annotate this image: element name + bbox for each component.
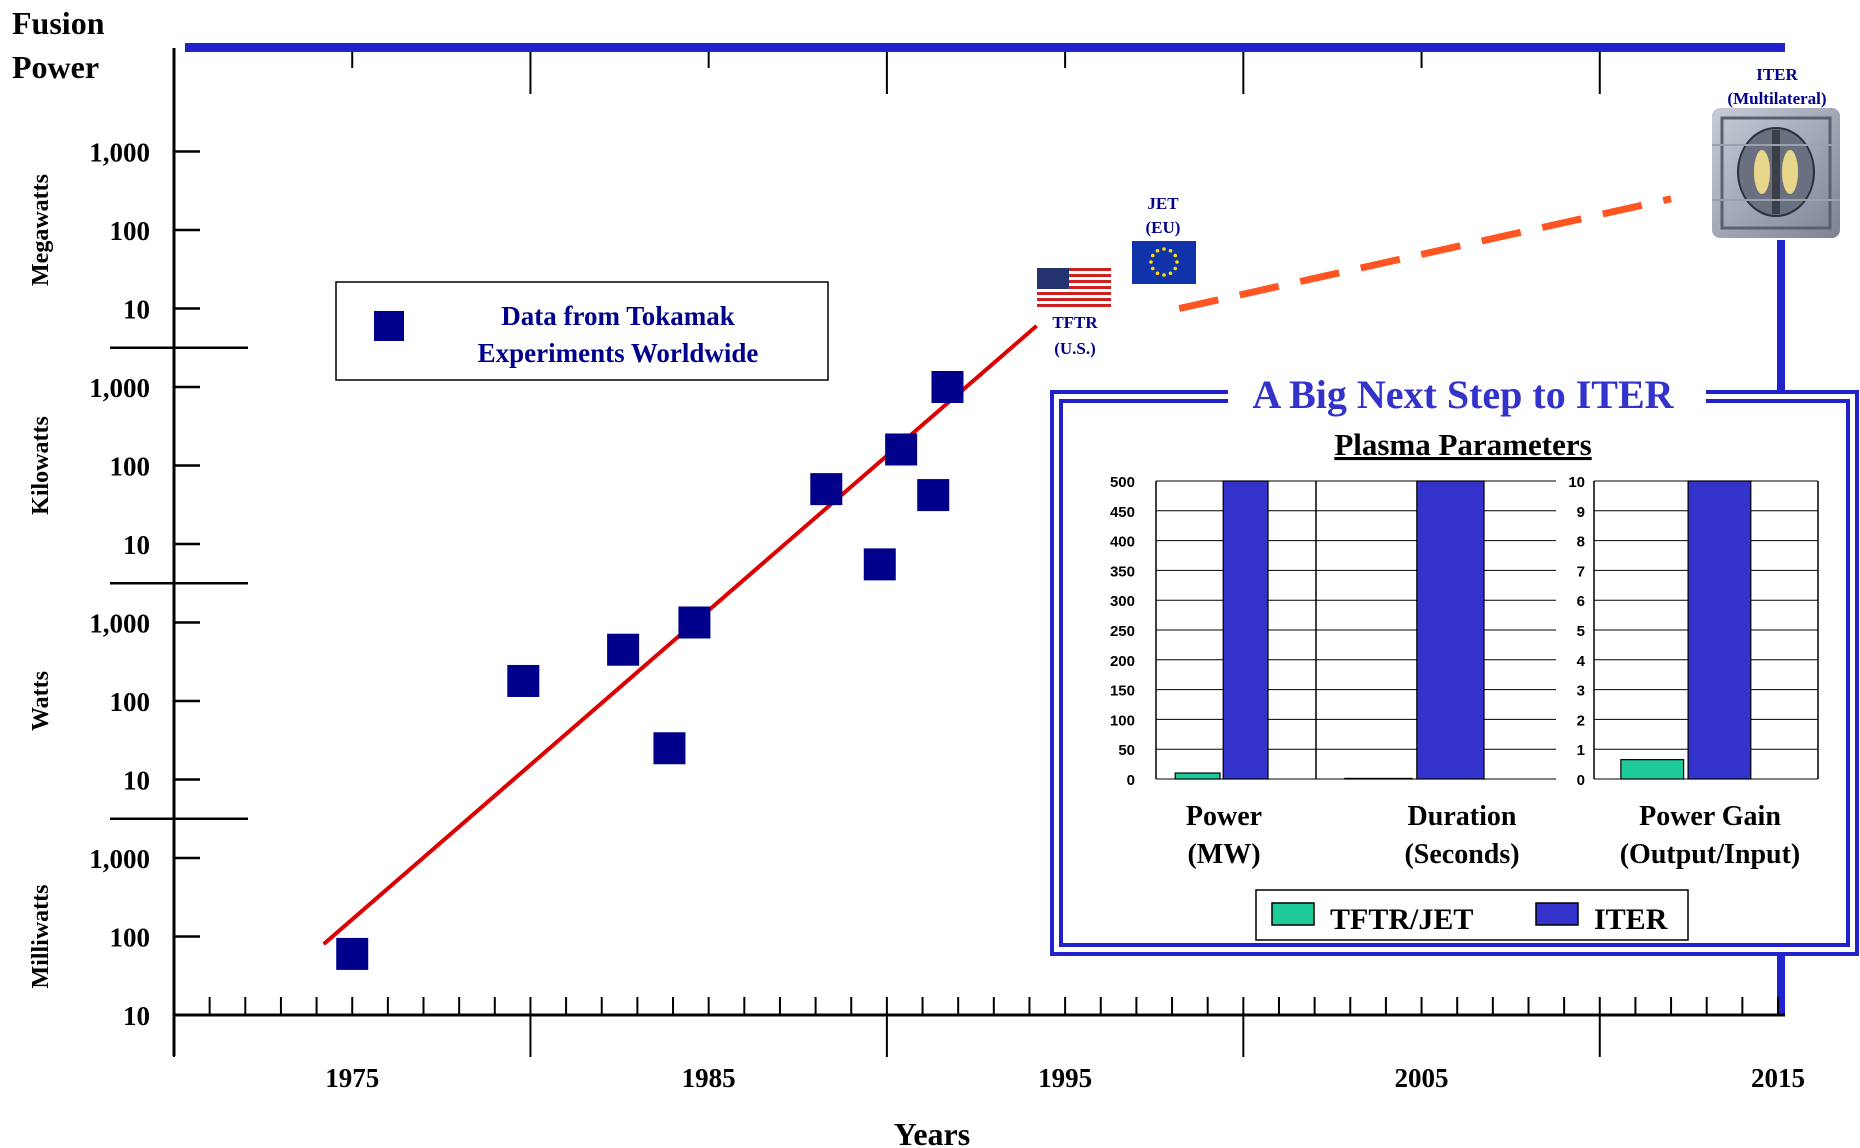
y-tick-label: 10 xyxy=(123,766,150,796)
x-axis-ticks: 1975 1985 1995 2005 2015 xyxy=(173,997,1805,1093)
panel-tick-label: 10 xyxy=(1568,474,1585,491)
y-group-label: Kilowatts xyxy=(28,416,54,515)
y-group-label: Megawatts xyxy=(28,174,54,286)
panel-tick-label: 3 xyxy=(1577,683,1585,700)
x-tick-label: 2015 xyxy=(1751,1063,1805,1093)
panel-tick-label: 200 xyxy=(1110,653,1135,670)
inset-title: A Big Next Step to ITER xyxy=(1252,372,1674,417)
y-tick-label: 100 xyxy=(110,452,151,482)
bar-iter xyxy=(1222,480,1269,780)
x-axis-title: Years xyxy=(894,1116,970,1148)
panel-power-label1: Power xyxy=(1186,801,1262,832)
bar-iter xyxy=(1416,480,1485,780)
legend-marker xyxy=(374,311,404,341)
legend-tftr-jet-swatch xyxy=(1271,902,1315,926)
panel-tick-label: 500 xyxy=(1110,474,1135,491)
data-point xyxy=(678,606,711,639)
projection-dashed-line xyxy=(1178,195,1672,312)
panel-tick-label: 150 xyxy=(1110,683,1135,700)
legend-tftr-jet-label: TFTR/JET xyxy=(1330,903,1473,936)
panel-tick-label: 7 xyxy=(1577,563,1585,580)
y-axis-ticks: 1,000 100 10 1,000 100 10 1,000 100 10 1,000 100 10 xyxy=(89,138,248,1031)
panel-tick-label: 0 xyxy=(1127,772,1135,789)
inset-legend-box xyxy=(1255,889,1689,941)
eu-flag-icon xyxy=(1132,241,1196,284)
data-point xyxy=(931,371,964,403)
y-group-label: Milliwatts xyxy=(28,885,54,989)
y-group-label: Watts xyxy=(28,671,54,731)
y-tick-label: 1,000 xyxy=(89,138,150,168)
data-point xyxy=(607,633,640,666)
panel-tick-label: 250 xyxy=(1110,623,1135,640)
x-tick-label: 1995 xyxy=(1038,1063,1092,1093)
y-tick-label: 100 xyxy=(110,687,151,717)
y-tick-label: 10 xyxy=(123,530,150,560)
data-point xyxy=(885,433,918,466)
panel-tick-label: 50 xyxy=(1118,742,1135,759)
panel-tick-label: 2 xyxy=(1577,712,1585,729)
data-point xyxy=(810,473,843,506)
bar-tftr-jet xyxy=(1344,777,1413,780)
panel-duration-label1: Duration xyxy=(1408,801,1517,832)
legend-iter-label: ITER xyxy=(1594,903,1668,936)
data-point xyxy=(653,732,686,765)
panel-duration-label2: (Seconds) xyxy=(1404,839,1519,870)
iter-label: ITER xyxy=(1756,65,1798,84)
panel-gain-label1: Power Gain xyxy=(1639,801,1781,832)
y-tick-label: 1,000 xyxy=(89,609,150,639)
y-tick-label: 100 xyxy=(110,923,151,953)
panel-tick-label: 4 xyxy=(1577,653,1586,670)
panel-tick-label: 1 xyxy=(1577,742,1585,759)
y-tick-label: 10 xyxy=(123,1001,150,1031)
y-tick-label: 10 xyxy=(123,295,150,325)
bar-tftr-jet xyxy=(1620,759,1685,780)
panel-tick-label: 350 xyxy=(1110,563,1135,580)
y-tick-label: 1,000 xyxy=(89,844,150,874)
y-tick-label: 100 xyxy=(110,216,151,246)
tftr-country: (U.S.) xyxy=(1054,339,1096,358)
bar-tftr-jet xyxy=(1174,772,1221,780)
x-tick-label: 1985 xyxy=(682,1063,736,1093)
legend-label-line1: Data from Tokamak xyxy=(501,301,735,331)
data-point xyxy=(863,548,896,581)
panel-tick-label: 5 xyxy=(1577,623,1585,640)
iter-reactor-image xyxy=(1712,108,1840,238)
inset-bar-charts: 0 50 100 150 200 250 300 350 400 450 500 0 1 2 3 4 5 6 7 8 9… xyxy=(1110,474,1819,789)
panel-tick-label: 8 xyxy=(1577,534,1585,551)
y-tick-label: 1,000 xyxy=(89,373,150,403)
x-tick-label: 2005 xyxy=(1395,1063,1449,1093)
iter-region: (Multilateral) xyxy=(1727,89,1826,108)
panel-tick-label: 450 xyxy=(1110,504,1135,521)
data-point xyxy=(507,664,540,697)
inset-title-backdrop xyxy=(1228,372,1706,418)
inset-subtitle: Plasma Parameters xyxy=(1334,427,1591,462)
jet-label: JET xyxy=(1147,194,1179,213)
bar-iter xyxy=(1687,480,1752,780)
panel-power-label2: (MW) xyxy=(1187,839,1260,870)
legend-iter-swatch xyxy=(1535,902,1579,926)
y-axis-title-line2: Power xyxy=(12,49,99,85)
data-point xyxy=(336,937,369,970)
y-axis-title-line1: Fusion xyxy=(12,5,105,41)
panel-tick-label: 300 xyxy=(1110,593,1135,610)
x-tick-label: 1975 xyxy=(325,1063,379,1093)
tftr-label: TFTR xyxy=(1052,313,1098,332)
legend-label-line2: Experiments Worldwide xyxy=(478,338,759,368)
data-points xyxy=(336,371,964,970)
data-point xyxy=(917,479,950,512)
us-flag-icon xyxy=(1037,268,1111,308)
panel-tick-label: 100 xyxy=(1110,712,1135,729)
panel-tick-label: 6 xyxy=(1577,593,1585,610)
panel-tick-label: 9 xyxy=(1577,504,1585,521)
top-frame-ticks xyxy=(351,52,1601,94)
panel-tick-label: 400 xyxy=(1110,534,1135,551)
legend-box xyxy=(335,281,829,381)
panel-tick-label: 0 xyxy=(1577,772,1585,789)
top-frame-bar xyxy=(185,43,1785,52)
y-unit-group-labels: Megawatts Kilowatts Watts Milliwatts xyxy=(28,174,54,988)
panel-gain-label2: (Output/Input) xyxy=(1620,839,1801,870)
jet-region: (EU) xyxy=(1146,218,1181,237)
